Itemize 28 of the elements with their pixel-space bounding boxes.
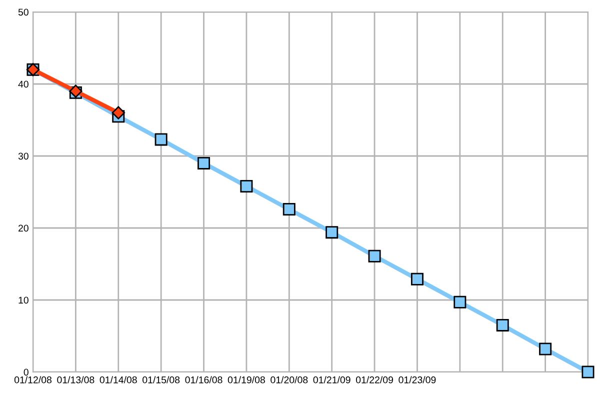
point: [112, 106, 125, 120]
x-tick-label: 01/22/09: [356, 376, 393, 384]
x-tick-label: 01/14/08: [100, 376, 137, 384]
point: [539, 342, 552, 356]
x-tick-label: 01/20/08: [270, 376, 308, 384]
x-tick-label: 01/13/08: [57, 376, 94, 384]
point: [496, 318, 509, 332]
point: [198, 156, 210, 170]
y-tick-label: 40: [18, 80, 28, 88]
point: [282, 203, 296, 216]
point: [454, 296, 466, 308]
point: [154, 133, 168, 146]
x-tick-label: 01/12/08: [14, 376, 52, 384]
y-tick-label: 0: [24, 368, 28, 376]
x-tick-label: 01/21/09: [313, 376, 350, 384]
x-tick-label: 01/23/09: [398, 376, 436, 384]
x-tick-label: 01/16/08: [185, 376, 222, 384]
x-tick-label: 01/15/08: [142, 376, 180, 384]
point: [240, 180, 253, 192]
point: [368, 250, 381, 262]
point: [326, 226, 338, 239]
x-tick-label: 01/19/08: [228, 376, 265, 384]
y-tick-label: 20: [18, 224, 28, 232]
y-tick-label: 10: [18, 296, 28, 304]
y-tick-label: 30: [18, 152, 28, 160]
point: [582, 366, 594, 378]
point: [410, 272, 424, 286]
y-tick-label: 50: [18, 8, 28, 16]
